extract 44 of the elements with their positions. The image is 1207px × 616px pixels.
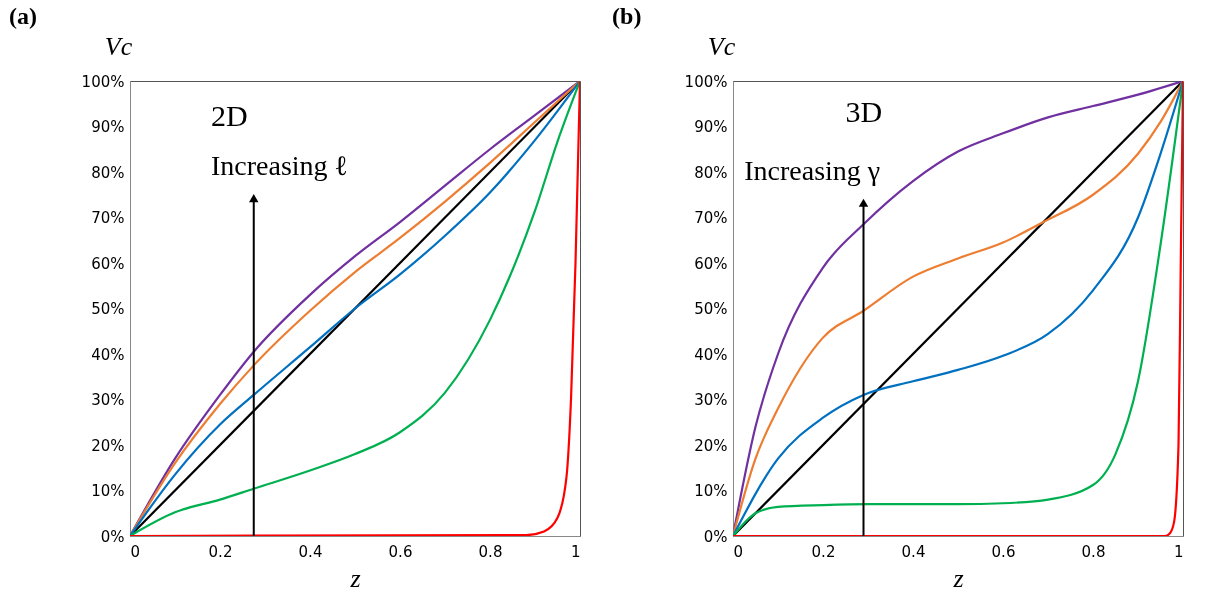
y-tick-label: 40% [91,345,125,364]
x-tick-label: 0.2 [208,542,233,561]
y-tick-label: 60% [91,254,125,273]
y-tick-label: 10% [694,482,728,500]
annotation: 3D [845,94,883,128]
y-tick-label: 80% [694,163,728,182]
chart-title: (a) [9,3,38,29]
y-tick-label: 0% [703,527,728,546]
y-tick-label: 80% [91,163,125,182]
y-tick-label: 10% [91,482,125,500]
x-tick-label: 0.4 [901,542,926,561]
annotation: Increasing ℓ [211,150,349,182]
y-tick-label: 90% [91,118,125,136]
x-axis-title: z [952,563,964,593]
y-tick-label: 50% [694,300,728,318]
y-tick-label: 20% [91,436,125,455]
y-tick-label: 50% [91,300,125,318]
x-tick-label: 0.4 [298,542,323,561]
y-tick-label: 30% [694,391,728,409]
annotation: Increasing γ [744,155,881,186]
y-tick-label: 0% [100,527,125,546]
x-tick-label: 0.8 [1081,542,1106,561]
x-tick-label: 0.2 [811,542,836,561]
x-tick-label: 0 [733,542,744,561]
x-tick-label: 0.8 [478,542,503,561]
x-tick-label: 0.6 [388,542,413,561]
y-tick-label: 20% [694,436,728,455]
y-tick-label: 90% [694,118,728,136]
y-tick-label: 60% [694,254,728,273]
chart-title: (b) [612,3,642,29]
x-tick-label: 1 [1173,542,1184,561]
x-tick-label: 0 [130,542,141,561]
y-tick-label: 70% [91,209,125,227]
x-axis-title: z [349,563,361,593]
y-tick-label: 70% [694,209,728,227]
x-tick-label: 1 [570,542,581,561]
y-axis-title: Vc [707,31,736,61]
annotation: 2D [211,99,248,133]
y-tick-label: 40% [694,345,728,364]
y-axis-title: Vc [104,31,133,61]
y-tick-label: 30% [91,391,125,409]
x-tick-label: 0.6 [991,542,1016,561]
y-tick-label: 100% [684,72,728,91]
y-tick-label: 100% [81,72,125,91]
